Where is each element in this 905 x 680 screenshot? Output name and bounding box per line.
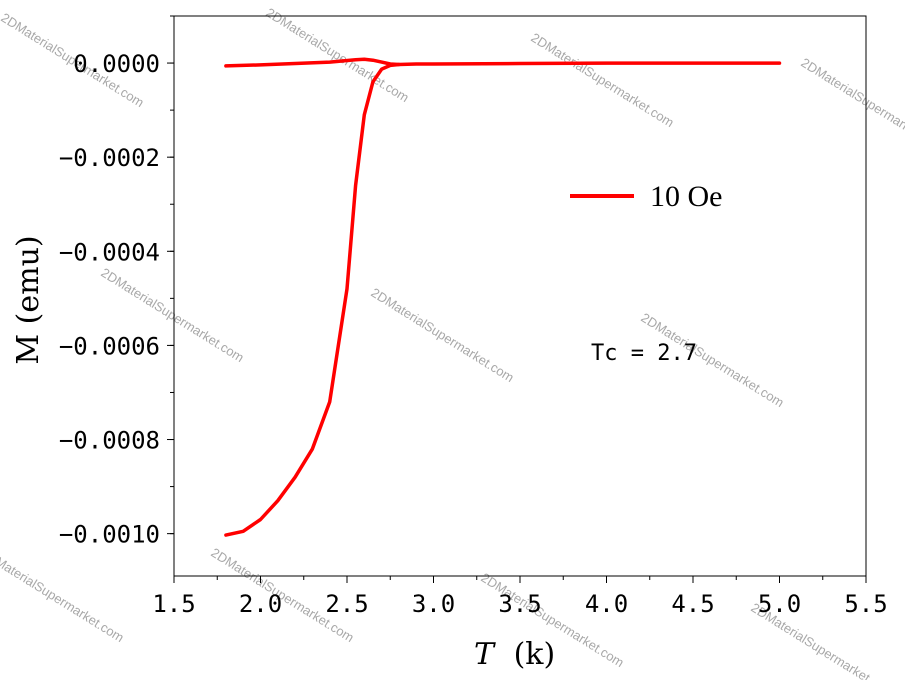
watermark-text: 2DMaterialSupermarket.com — [0, 545, 127, 645]
x-axis-variable: T — [474, 637, 496, 672]
plot-frame — [173, 15, 867, 577]
x-tick-label: 3.5 — [498, 590, 541, 618]
x-tick-label: 4.0 — [585, 590, 628, 618]
x-tick-label: 3.0 — [412, 590, 455, 618]
x-tick-label: 2.0 — [239, 590, 282, 618]
y-tick-label: 0.0000 — [73, 50, 160, 78]
series-line — [224, 61, 782, 537]
x-tick-label: 1.5 — [152, 590, 195, 618]
legend: 10 Oe — [570, 180, 722, 213]
watermark-text: 2DMaterialSupermarket.com — [528, 30, 676, 130]
y-tick-label: −0.0010 — [59, 521, 160, 549]
x-tick-label: 4.5 — [671, 590, 714, 618]
x-axis: 1.5 2.0 2.5 3.0 3.5 4.0 4.5 5.0 5.5 — [152, 576, 888, 618]
y-tick-label: −0.0004 — [59, 238, 160, 266]
x-tick-label: 5.0 — [758, 590, 801, 618]
x-axis-unit: (k) — [514, 637, 556, 672]
y-tick-label: −0.0008 — [59, 427, 160, 455]
legend-label: 10 Oe — [650, 180, 722, 213]
tc-annotation: Tc = 2.7 — [591, 341, 697, 366]
watermark-text: 2DMaterialSupermarket.com — [263, 5, 411, 105]
y-axis: 0.0000 −0.0002 −0.0004 −0.0006 −0.0008 −0.001… — [59, 15, 174, 549]
x-tick-label: 2.5 — [325, 590, 368, 618]
watermark-text: 2DMaterialSupermarket.com — [798, 55, 905, 155]
y-tick-label: −0.0002 — [59, 144, 160, 172]
x-axis-title: T (k) — [474, 637, 555, 672]
series-layer — [224, 57, 782, 537]
y-tick-label: −0.0006 — [59, 332, 160, 360]
y-axis-title: M (emu) — [11, 235, 46, 364]
x-tick-label: 5.5 — [844, 590, 887, 618]
series-line — [224, 57, 401, 68]
watermark-text: 2DMaterialSupermarket.com — [368, 285, 516, 385]
